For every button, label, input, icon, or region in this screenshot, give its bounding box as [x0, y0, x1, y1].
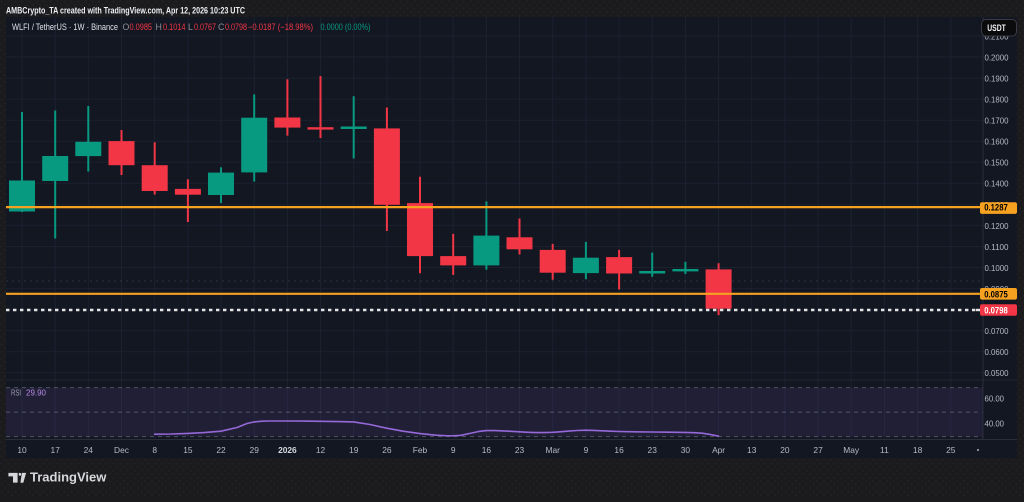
- svg-text:15: 15: [183, 445, 193, 455]
- svg-text:0.1900: 0.1900: [985, 74, 1009, 84]
- svg-text:0.1014: 0.1014: [163, 22, 186, 32]
- svg-text:23: 23: [515, 445, 525, 455]
- svg-text:0.1000: 0.1000: [985, 263, 1009, 273]
- svg-text:0.0985: 0.0985: [130, 22, 153, 32]
- svg-text:23: 23: [648, 445, 658, 455]
- svg-text:L: L: [188, 22, 193, 32]
- svg-text:TradingView: TradingView: [30, 470, 107, 485]
- svg-text:USDT: USDT: [987, 23, 1006, 33]
- svg-text:C: C: [218, 22, 225, 32]
- svg-text:0.1500: 0.1500: [985, 158, 1009, 168]
- svg-text:13: 13: [747, 445, 757, 455]
- svg-text:May: May: [843, 445, 860, 455]
- svg-text:0.1600: 0.1600: [985, 137, 1009, 147]
- svg-text:0.1700: 0.1700: [985, 116, 1009, 126]
- svg-text:−0.0187 (−18.98%): −0.0187 (−18.98%): [248, 22, 313, 32]
- svg-text:0.0700: 0.0700: [985, 326, 1009, 336]
- svg-text:60.00: 60.00: [985, 394, 1005, 404]
- svg-text:24: 24: [84, 445, 94, 455]
- svg-text:0.1287: 0.1287: [984, 203, 1008, 213]
- svg-text:8: 8: [152, 445, 157, 455]
- svg-text:0.0500: 0.0500: [985, 368, 1009, 378]
- svg-text:17: 17: [51, 445, 61, 455]
- svg-text:27: 27: [813, 445, 823, 455]
- svg-text:9: 9: [451, 445, 456, 455]
- svg-text:Apr: Apr: [712, 445, 725, 455]
- svg-text:0.1200: 0.1200: [985, 221, 1009, 231]
- svg-text:0.0600: 0.0600: [985, 347, 1009, 357]
- svg-text:11: 11: [880, 445, 889, 455]
- svg-text:30: 30: [681, 445, 691, 455]
- svg-text:0.1100: 0.1100: [985, 242, 1009, 252]
- svg-text:16: 16: [482, 445, 492, 455]
- svg-text:10: 10: [17, 445, 27, 455]
- svg-text:9: 9: [584, 445, 589, 455]
- svg-text:0.0875: 0.0875: [984, 289, 1008, 299]
- svg-text:RSI: RSI: [11, 388, 21, 398]
- svg-text:29: 29: [250, 445, 260, 455]
- svg-text:25: 25: [946, 445, 956, 455]
- svg-text:0.2000: 0.2000: [985, 52, 1009, 62]
- svg-text:WLFI / TetherUS · 1W · Binance: WLFI / TetherUS · 1W · Binance: [12, 22, 118, 32]
- svg-text:26: 26: [382, 445, 392, 455]
- svg-text:19: 19: [349, 445, 359, 455]
- svg-text:0.1400: 0.1400: [985, 179, 1009, 189]
- svg-text:O: O: [123, 22, 130, 32]
- svg-text:0.1800: 0.1800: [985, 95, 1009, 105]
- svg-text:0.0798: 0.0798: [984, 306, 1008, 316]
- svg-text:0.0767: 0.0767: [194, 22, 216, 32]
- svg-text:29.90: 29.90: [26, 388, 46, 398]
- svg-text:0.0798: 0.0798: [225, 22, 247, 32]
- svg-text:12: 12: [316, 445, 326, 455]
- svg-text:20: 20: [780, 445, 790, 455]
- svg-text:0.0000 (0.00%): 0.0000 (0.00%): [321, 22, 371, 32]
- svg-text:AMBCrypto_TA created with Trad: AMBCrypto_TA created with TradingView.co…: [6, 6, 245, 16]
- svg-text:Mar: Mar: [545, 445, 560, 455]
- svg-text:16: 16: [614, 445, 624, 455]
- svg-text:18: 18: [913, 445, 923, 455]
- svg-text:Dec: Dec: [114, 445, 129, 455]
- svg-text:40.00: 40.00: [985, 418, 1005, 428]
- svg-text:2026: 2026: [278, 445, 297, 455]
- svg-text:22: 22: [216, 445, 226, 455]
- svg-text:H: H: [156, 22, 162, 32]
- svg-text:Feb: Feb: [413, 445, 428, 455]
